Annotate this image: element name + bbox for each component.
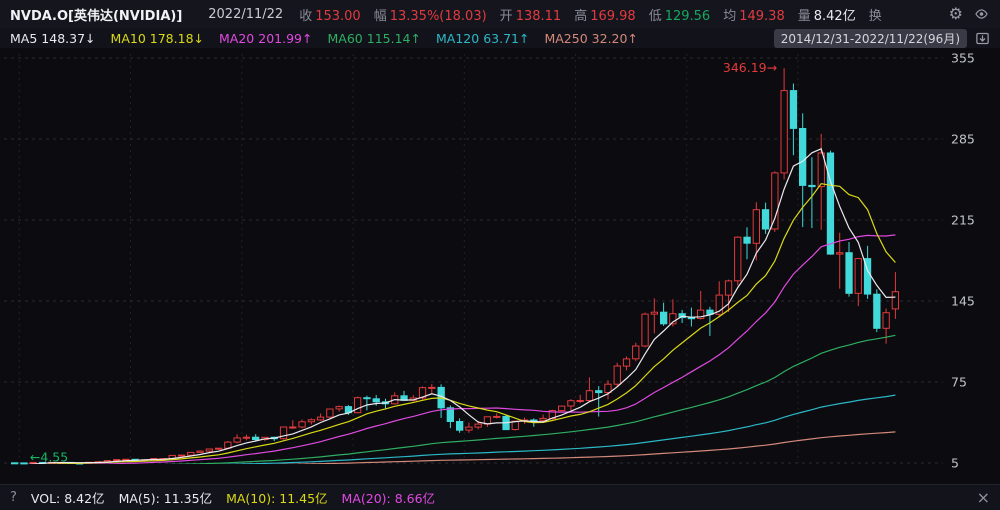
ma-indicator-bar: MA5 148.37↓ MA10 178.18↓ MA20 201.99↑ MA60 1… [0, 28, 1000, 48]
vol-ma20-text: MA(20): 8.66亿 [341, 491, 436, 506]
vol-ma10-text: MA(10): 11.45亿 [226, 491, 328, 506]
close-icon[interactable]: × [976, 487, 990, 507]
ma250-indicator: MA250 32.20↑ [544, 30, 638, 46]
svg-text:75: 75 [951, 375, 967, 390]
gear-icon[interactable]: ⚙ [948, 4, 963, 23]
svg-text:355: 355 [951, 51, 975, 66]
ma60-indicator: MA60 115.14↑ [327, 30, 421, 46]
quote-close: 收 153.00 [299, 8, 361, 24]
svg-text:←4.55: ←4.55 [30, 450, 68, 465]
eye-icon[interactable] [973, 7, 990, 21]
ma5-indicator: MA5 148.37↓ [10, 30, 96, 46]
quote-volume: 量 8.42亿 [797, 8, 856, 24]
help-icon[interactable]: ? [10, 490, 17, 505]
quote-high: 高 169.98 [574, 8, 636, 24]
ma120-indicator: MA120 63.71↑ [435, 30, 530, 46]
quote-change: 幅 13.35%(18.03) [373, 8, 487, 24]
date-range-chip[interactable]: 2014/12/31-2022/11/22(96月) [773, 28, 967, 48]
svg-text:145: 145 [951, 294, 975, 309]
symbol-title[interactable]: NVDA.O[英伟达(NVIDIA)] [10, 8, 183, 24]
kline-chart-svg[interactable]: 355 285 215 145 75 5 346.19→ ←4.55 [0, 48, 1000, 484]
ma10-indicator: MA10 178.18↓ [110, 30, 205, 46]
quote-header: NVDA.O[英伟达(NVIDIA)] 2022/11/22 收 153.00 幅… [0, 0, 1000, 28]
kline-chart[interactable]: 355 285 215 145 75 5 346.19→ ←4.55 [0, 48, 1000, 484]
export-icon[interactable] [975, 31, 990, 46]
vol-ma5-text: MA(5): 11.35亿 [118, 491, 213, 506]
volume-status-bar: ? VOL: 8.42亿 MA(5): 11.35亿 MA(10): 11.45… [0, 484, 1000, 510]
quote-date: 2022/11/22 [208, 6, 284, 22]
ma20-indicator: MA20 201.99↑ [219, 30, 313, 46]
quote-turnover: 换 [868, 8, 882, 24]
svg-text:346.19→: 346.19→ [723, 60, 777, 75]
svg-text:5: 5 [951, 456, 959, 471]
vol-text: VOL: 8.42亿 [30, 491, 105, 506]
quote-open: 开 138.11 [499, 8, 562, 24]
quote-low: 低 129.56 [648, 8, 711, 24]
header-icons: ⚙ [949, 6, 990, 22]
quote-avg: 均 149.38 [723, 8, 785, 24]
svg-text:215: 215 [951, 213, 975, 228]
svg-text:285: 285 [951, 132, 975, 147]
